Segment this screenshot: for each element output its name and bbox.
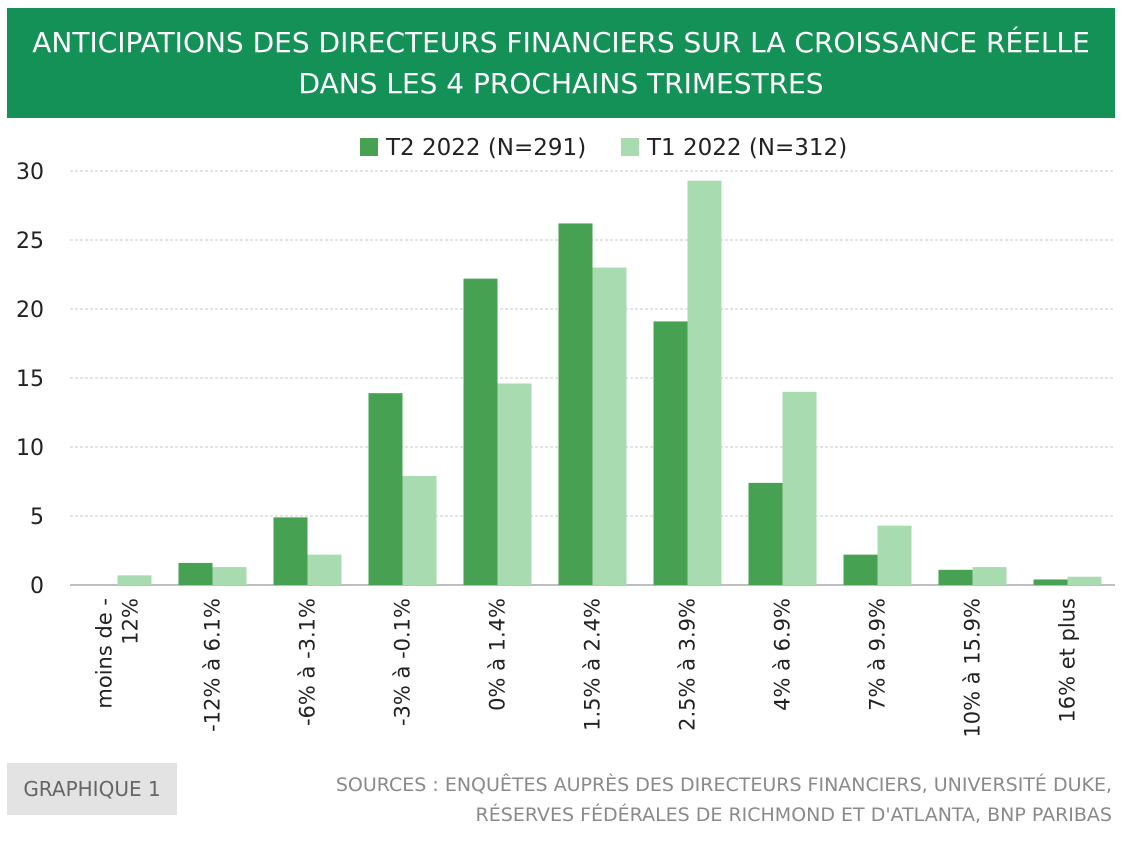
x-tick-label: moins de -12% <box>93 598 143 709</box>
bar-t2-2022 <box>463 278 498 585</box>
bar-t1-2022 <box>592 267 627 585</box>
sources-note: SOURCES : ENQUÊTES AUPRÈS DES DIRECTEURS… <box>336 770 1112 830</box>
x-tick-label: 16% et plus <box>1056 598 1080 723</box>
bar-t2-2022 <box>653 321 688 585</box>
bar-t1-2022 <box>497 383 532 585</box>
bar-t2-2022 <box>178 562 213 585</box>
x-tick-label: -3% à -0.1% <box>391 598 415 726</box>
chart-title-line-2: DANS LES 4 PROCHAINS TRIMESTRES <box>298 67 824 100</box>
bar-t1-2022 <box>1067 576 1102 585</box>
legend-swatch <box>360 138 378 156</box>
bar-t1-2022 <box>782 391 817 585</box>
y-tick-label: 20 <box>16 298 44 323</box>
sources-line-2: RÉSERVES FÉDÉRALES DE RICHMOND ET D'ATLA… <box>475 804 1112 826</box>
bar-t1-2022 <box>307 554 342 585</box>
legend-swatch <box>621 138 639 156</box>
legend-label: T1 2022 (N=312) <box>646 135 847 161</box>
bar-t1-2022 <box>402 475 437 585</box>
bar-t2-2022 <box>938 569 973 585</box>
bar-chart: 0 5 10 15 20 25 30 moins de -12% -12% à 6.1% -6% … <box>16 135 1115 738</box>
x-tick-label: 4% à 6.9% <box>771 598 795 711</box>
bar-t1-2022 <box>687 180 722 585</box>
bar-t2-2022 <box>843 554 878 585</box>
bar-t1-2022 <box>877 525 912 585</box>
x-tick-label: 2.5% à 3.9% <box>676 598 700 731</box>
y-tick-label: 25 <box>16 229 44 254</box>
x-tick-label: -6% à -3.1% <box>296 598 320 726</box>
bar-t2-2022 <box>748 482 783 585</box>
y-tick-label: 10 <box>16 436 44 461</box>
x-tick-label: 10% à 15.9% <box>961 598 985 738</box>
figure-badge: GRAPHIQUE 1 <box>7 763 177 815</box>
bar-t2-2022 <box>273 517 308 585</box>
y-tick-label: 30 <box>16 160 44 185</box>
x-tick-label: 1.5% à 2.4% <box>581 598 605 731</box>
bar-t2-2022 <box>558 223 593 585</box>
bar-t1-2022 <box>117 575 152 585</box>
chart-title-line-1: ANTICIPATIONS DES DIRECTEURS FINANCIERS … <box>32 26 1090 59</box>
bar-t1-2022 <box>212 567 247 585</box>
x-tick-label: -12% à 6.1% <box>201 598 225 732</box>
bar-t1-2022 <box>972 567 1007 585</box>
bar-t2-2022 <box>1033 579 1068 585</box>
title-banner: ANTICIPATIONS DES DIRECTEURS FINANCIERS … <box>7 8 1115 118</box>
sources-line-1: SOURCES : ENQUÊTES AUPRÈS DES DIRECTEURS… <box>335 774 1112 796</box>
y-tick-label: 5 <box>30 505 44 530</box>
x-tick-label: 7% à 9.9% <box>866 598 890 711</box>
legend-label: T2 2022 (N=291) <box>385 135 586 161</box>
y-tick-label: 15 <box>16 367 44 392</box>
bar-t2-2022 <box>368 393 403 585</box>
x-tick-label: 0% à 1.4% <box>486 598 510 711</box>
y-tick-label: 0 <box>30 574 44 599</box>
